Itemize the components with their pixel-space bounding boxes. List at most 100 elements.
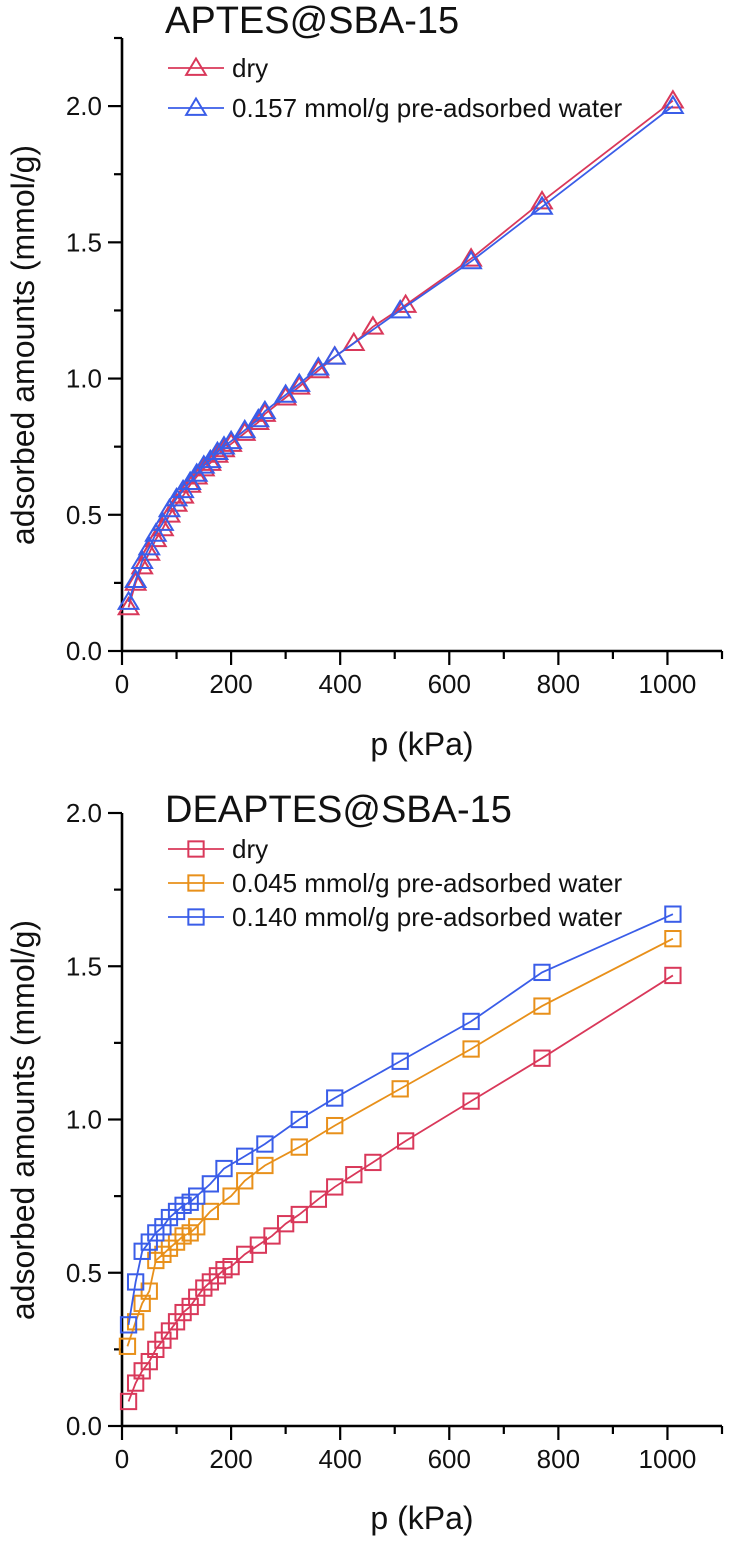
- data-point: [661, 94, 685, 114]
- data-point: [167, 1233, 186, 1251]
- data-point: [116, 595, 141, 616]
- data-point: [290, 1205, 308, 1224]
- data-point: [119, 1392, 138, 1411]
- data-point: [188, 1187, 206, 1205]
- data-point: [276, 1215, 295, 1233]
- data-point: [201, 1175, 220, 1193]
- chart-aptes: 0 200 400 600 800 1000 0.0 0.5 1.0 1.5 2.0 p (kPa) a…: [5, 0, 724, 762]
- data-point: [326, 1178, 344, 1196]
- data-point: [181, 1224, 199, 1242]
- x-tick-label: 200: [209, 1444, 252, 1474]
- data-point: [124, 568, 148, 589]
- y-tick-label: 1.5: [66, 227, 102, 257]
- y-tick-label: 0.0: [66, 636, 102, 666]
- data-point: [181, 1297, 199, 1316]
- data-point: [119, 1316, 138, 1334]
- data-point: [222, 1187, 240, 1205]
- data-point: [130, 555, 154, 575]
- data-point: [212, 435, 236, 455]
- data-point: [462, 1092, 480, 1110]
- data-point: [459, 249, 483, 270]
- data-point: [249, 1236, 268, 1254]
- data-point: [462, 1012, 480, 1031]
- data-point: [140, 1352, 158, 1371]
- data-point: [144, 522, 168, 542]
- legend-label: 0.140 mmol/g pre-adsorbed water: [232, 902, 623, 932]
- series-0: [119, 966, 682, 1411]
- data-point: [222, 1257, 240, 1276]
- chart-aptes-svg: 0 200 400 600 800 1000 0.0 0.5 1.0 1.5 2.0 p (kPa) a…: [5, 0, 724, 762]
- data-point: [256, 1156, 274, 1175]
- legend-label: 0.045 mmol/g pre-adsorbed water: [232, 868, 623, 898]
- data-point: [533, 963, 551, 982]
- data-point: [157, 503, 182, 523]
- chart-deaptes-svg: 0 200 400 600 800 1000 0.0 0.5 1.0 1.5 2.0 p (kPa) a…: [5, 789, 724, 1536]
- y-axis-title: adsorbed amounts (mmol/g): [5, 920, 41, 1320]
- x-tick-label: 800: [537, 669, 580, 699]
- data-point: [236, 1245, 254, 1264]
- y-tick-label: 1.0: [66, 364, 102, 394]
- y-tick-label: 0.5: [66, 500, 102, 530]
- data-point: [154, 1218, 172, 1236]
- data-point: [664, 930, 682, 948]
- data-point: [181, 1193, 199, 1211]
- data-point: [124, 571, 148, 591]
- data-point: [233, 418, 257, 439]
- series-line: [127, 99, 674, 608]
- chart-title: DEAPTES@SBA-15: [165, 789, 512, 831]
- legend-marker: [187, 840, 205, 858]
- series-2: [119, 905, 682, 1334]
- data-point: [391, 1052, 409, 1070]
- data-point: [116, 590, 141, 610]
- data-point: [263, 1227, 281, 1245]
- data-point: [664, 966, 682, 985]
- data-point: [154, 1331, 172, 1349]
- data-point: [306, 356, 330, 376]
- data-point: [167, 1313, 186, 1331]
- data-point: [530, 190, 554, 210]
- legend-marker: [184, 96, 208, 116]
- legend-marker: [187, 908, 205, 926]
- x-axis-title: p (kPa): [370, 1500, 473, 1536]
- data-point: [171, 484, 195, 504]
- data-point: [391, 1080, 409, 1098]
- data-point: [364, 1153, 382, 1172]
- data-point: [533, 1049, 551, 1067]
- y-tick-label: 0.5: [66, 1258, 102, 1288]
- y-tick-label: 1.0: [66, 1105, 102, 1135]
- data-point: [201, 1202, 220, 1221]
- y-tick-label: 0.0: [66, 1411, 102, 1441]
- data-point: [144, 527, 168, 548]
- legend-label: dry: [232, 834, 268, 864]
- series-line: [127, 105, 674, 603]
- data-point: [118, 1337, 137, 1355]
- data-point: [236, 1172, 254, 1190]
- data-point: [396, 1132, 415, 1150]
- x-axis-title: p (kPa): [370, 726, 473, 762]
- data-point: [326, 1089, 344, 1107]
- data-point: [195, 1279, 213, 1297]
- data-point: [274, 383, 298, 403]
- chart-deaptes: 0 200 400 600 800 1000 0.0 0.5 1.0 1.5 2.0 p (kPa) a…: [0, 780, 737, 1547]
- x-tick-label: 600: [428, 669, 471, 699]
- data-point: [345, 1166, 363, 1184]
- data-point: [326, 1116, 344, 1135]
- data-point: [290, 1138, 308, 1156]
- legend-label: 0.157 mmol/g pre-adsorbed water: [232, 93, 623, 123]
- series-line: [127, 974, 674, 1402]
- data-point: [306, 358, 330, 379]
- x-tick-label: 400: [318, 1444, 361, 1474]
- data-point: [157, 497, 182, 518]
- data-point: [137, 541, 161, 561]
- data-point: [151, 511, 175, 531]
- series-line: [126, 937, 674, 1347]
- legend-marker: [187, 874, 205, 892]
- data-point: [388, 299, 412, 319]
- data-point: [309, 1190, 328, 1208]
- data-point: [126, 1374, 145, 1392]
- data-point: [236, 1147, 254, 1165]
- series-line: [127, 913, 674, 1326]
- data-point: [530, 195, 554, 215]
- legend-label: dry: [232, 53, 268, 83]
- series-0: [116, 89, 685, 616]
